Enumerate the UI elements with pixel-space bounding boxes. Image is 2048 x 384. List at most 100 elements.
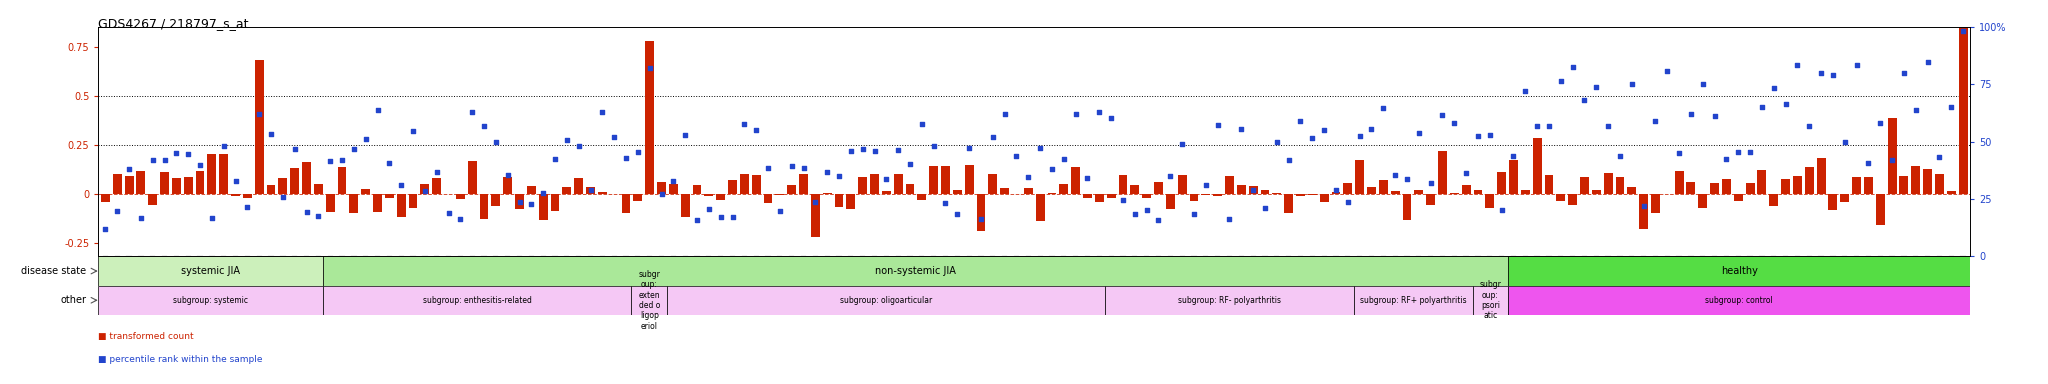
Point	[1841, 62, 1874, 68]
Point	[457, 108, 489, 114]
Bar	[1722, 179, 1731, 194]
Point	[1366, 105, 1399, 111]
Bar	[1059, 184, 1069, 194]
Text: subgroup: systemic: subgroup: systemic	[174, 296, 248, 305]
Bar	[1864, 177, 1872, 194]
Bar	[598, 192, 606, 194]
Bar	[1651, 194, 1659, 213]
Point	[514, 201, 547, 207]
Text: GDS4267 / 218797_s_at: GDS4267 / 218797_s_at	[98, 17, 248, 30]
Point	[1628, 203, 1661, 209]
Bar	[244, 194, 252, 198]
Bar	[219, 154, 227, 194]
Bar	[1462, 185, 1470, 194]
Point	[905, 121, 938, 127]
Point	[918, 143, 950, 149]
Bar	[313, 184, 324, 194]
Point	[1260, 139, 1292, 145]
Bar	[836, 194, 844, 207]
Point	[1165, 141, 1198, 147]
Point	[504, 199, 537, 205]
Point	[219, 177, 252, 184]
Bar	[1354, 286, 1473, 315]
Point	[1343, 133, 1376, 139]
Point	[1663, 150, 1696, 156]
Bar	[999, 189, 1010, 194]
Bar	[324, 257, 1507, 286]
Point	[385, 182, 418, 188]
Point	[1829, 139, 1862, 145]
Point	[1118, 211, 1151, 217]
Point	[279, 146, 311, 152]
Point	[301, 213, 334, 219]
Point	[952, 145, 985, 151]
Point	[799, 199, 831, 205]
Point	[195, 215, 227, 221]
Bar	[918, 194, 926, 200]
Point	[1130, 207, 1163, 214]
Point	[930, 200, 963, 206]
Bar	[942, 166, 950, 194]
Bar	[1473, 286, 1507, 315]
Bar	[137, 172, 145, 194]
Point	[1190, 182, 1223, 189]
Bar	[563, 187, 571, 194]
Bar	[1829, 194, 1837, 210]
Point	[1948, 28, 1980, 35]
Bar	[1331, 192, 1339, 194]
Bar	[1745, 183, 1755, 194]
Bar	[1628, 187, 1636, 194]
Bar	[883, 191, 891, 194]
Bar	[573, 178, 584, 194]
Bar	[1935, 174, 1944, 194]
Bar	[1792, 176, 1802, 194]
Point	[1769, 101, 1802, 108]
Bar	[1958, 21, 1968, 194]
Point	[266, 194, 299, 200]
Bar	[633, 194, 643, 201]
Bar	[670, 184, 678, 194]
Point	[1923, 154, 1956, 160]
Bar	[680, 194, 690, 217]
Bar	[1143, 194, 1151, 198]
Point	[1497, 153, 1530, 159]
Bar	[799, 174, 809, 194]
Point	[338, 146, 371, 152]
Bar	[977, 194, 985, 231]
Point	[551, 137, 584, 143]
Bar	[752, 175, 760, 194]
Point	[1202, 122, 1235, 128]
Bar	[1509, 160, 1518, 194]
Bar	[1024, 188, 1032, 194]
Bar	[1153, 182, 1163, 194]
Bar	[623, 194, 631, 213]
Point	[1415, 180, 1448, 186]
Point	[444, 216, 477, 222]
Bar	[303, 162, 311, 194]
Point	[870, 176, 903, 182]
Point	[1438, 121, 1470, 127]
Point	[764, 208, 797, 214]
Bar	[1237, 185, 1245, 194]
Bar	[1260, 190, 1270, 194]
Bar	[326, 194, 334, 212]
Bar	[1249, 185, 1257, 194]
Point	[1284, 118, 1317, 124]
Point	[1296, 134, 1329, 141]
Text: other: other	[61, 295, 86, 305]
Point	[1153, 173, 1186, 179]
Point	[147, 157, 180, 163]
Point	[834, 148, 866, 154]
Bar	[1591, 190, 1602, 194]
Point	[657, 178, 690, 184]
Bar	[207, 154, 217, 194]
Point	[1378, 172, 1411, 178]
Bar	[1165, 194, 1176, 209]
Text: subgr
oup:
psori
atic: subgr oup: psori atic	[1479, 280, 1501, 320]
Bar	[1507, 286, 1970, 315]
Point	[360, 107, 393, 113]
Point	[1473, 132, 1505, 139]
Bar	[1769, 194, 1778, 206]
Point	[1638, 118, 1671, 124]
Point	[1096, 115, 1128, 121]
